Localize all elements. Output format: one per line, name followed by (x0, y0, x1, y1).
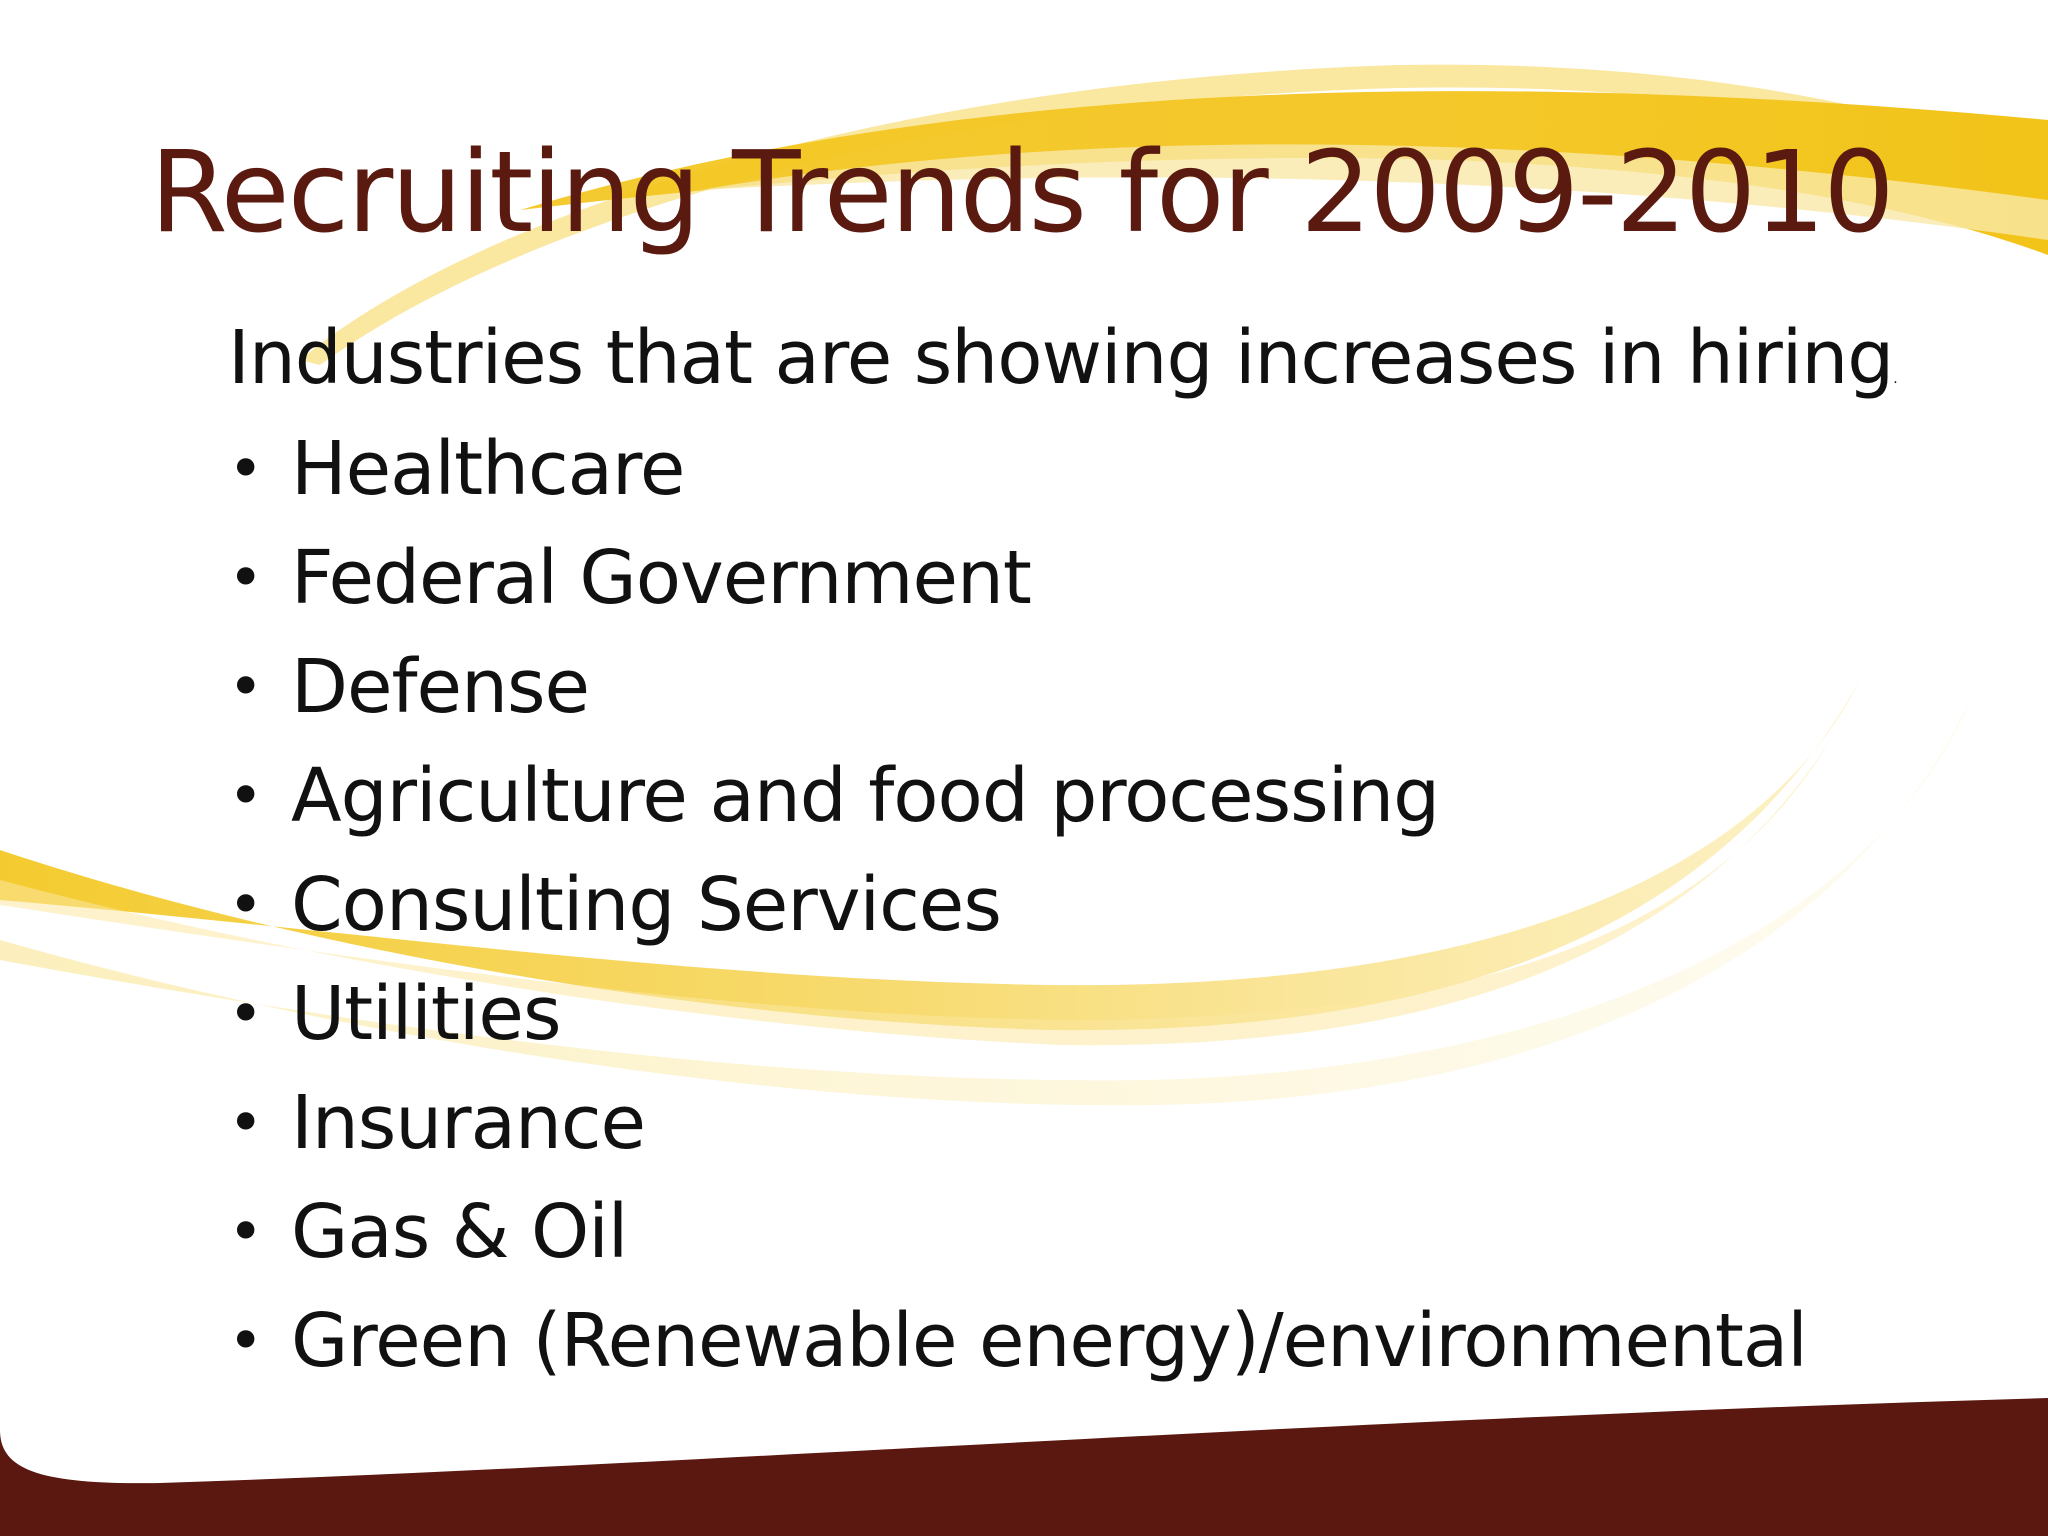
list-item: • Agriculture and food processing (228, 741, 1807, 850)
list-item-label: Insurance (291, 1079, 646, 1166)
intro-trailing-dot: . (1893, 371, 1898, 387)
bullet-icon: • (228, 542, 263, 613)
upper-pale-band (700, 144, 2048, 240)
list-item-label: Gas & Oil (291, 1188, 628, 1275)
bullet-icon: • (228, 1305, 263, 1376)
intro-text: Industries that are showing increases in… (228, 308, 1898, 429)
list-item-label: Green (Renewable energy)/environmental (291, 1297, 1808, 1384)
list-item-label: Utilities (291, 970, 562, 1057)
bullet-icon: • (228, 433, 263, 504)
list-item: • Green (Renewable energy)/environmental (228, 1286, 1808, 1395)
bullet-icon: • (228, 760, 263, 831)
footer-band (0, 1398, 2048, 1536)
list-item: • Healthcare (228, 414, 1807, 523)
list-item-label: Defense (291, 643, 590, 730)
list-item-label: Agriculture and food processing (291, 752, 1440, 839)
bullet-icon: • (228, 978, 263, 1049)
list-item-label: Federal Government (291, 534, 1032, 621)
upper-gold-swoosh (520, 91, 2048, 255)
industry-list: • Healthcare • Federal Government • Defense… (228, 414, 1808, 1395)
list-item-label: Healthcare (291, 425, 685, 512)
intro-label: Industries that are showing increases in… (228, 315, 1894, 401)
list-item: • Defense (228, 632, 1807, 741)
list-item: • Insurance (228, 1068, 1807, 1177)
list-item: • Gas & Oil (228, 1177, 1807, 1286)
bullet-icon: • (228, 1196, 263, 1267)
slide-title: Recruiting Trends for 2009-2010 (150, 128, 1895, 258)
list-item: • Federal Government (228, 523, 1807, 632)
bullet-icon: • (228, 651, 263, 722)
bullet-icon: • (228, 1087, 263, 1158)
list-item: • Consulting Services (228, 850, 1807, 959)
list-item: • Utilities (228, 959, 1807, 1068)
bullet-icon: • (228, 869, 263, 940)
list-item-label: Consulting Services (291, 861, 1002, 948)
